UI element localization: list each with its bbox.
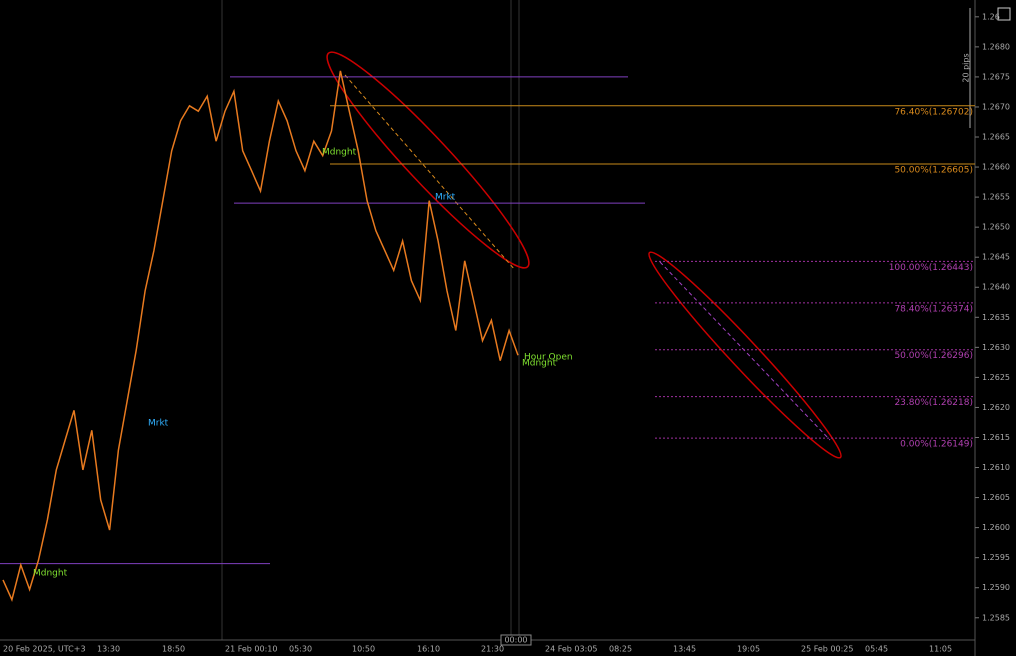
y-tick-label: 1.2660 xyxy=(982,163,1010,172)
x-tick-label: 11:05 xyxy=(929,645,952,654)
y-tick-label: 1.2610 xyxy=(982,463,1010,472)
y-tick-label: 1.2595 xyxy=(982,553,1010,562)
popout-icon[interactable] xyxy=(997,7,1011,21)
channel-ellipse xyxy=(326,51,530,269)
annotation: Mrkt xyxy=(435,193,456,203)
x-tick-label: 05:45 xyxy=(865,645,888,654)
x-tick-label: 21 Feb 00:10 xyxy=(225,645,277,654)
y-tick-label: 1.2650 xyxy=(982,223,1010,232)
y-tick-label: 1.2620 xyxy=(982,403,1010,412)
x-tick-label: 21:30 xyxy=(481,645,504,654)
trend-line xyxy=(344,74,516,271)
y-tick-label: 1.2665 xyxy=(982,133,1010,142)
x-tick-label: 25 Feb 00:25 xyxy=(801,645,853,654)
pips-label: 20 pips xyxy=(962,53,971,82)
fib-label: 23.80%(1.26218) xyxy=(894,398,973,408)
fib-label: 50.00%(1.26296) xyxy=(894,351,973,361)
y-tick-label: 1.2615 xyxy=(982,433,1010,442)
y-tick-label: 1.2655 xyxy=(982,193,1010,202)
y-tick-label: 1.2600 xyxy=(982,523,1010,532)
x-tick-label: 13:30 xyxy=(97,645,120,654)
y-tick-label: 1.2630 xyxy=(982,343,1010,352)
y-tick-label: 1.2640 xyxy=(982,283,1010,292)
x-tick-label: 16:10 xyxy=(417,645,440,654)
cursor-box xyxy=(500,634,532,646)
y-tick-label: 1.2590 xyxy=(982,583,1010,592)
y-tick-label: 1.2645 xyxy=(982,253,1010,262)
x-tick-label: 05:30 xyxy=(289,645,312,654)
channel-ellipse xyxy=(648,251,842,459)
fib-label: 0.00%(1.26149) xyxy=(900,440,973,450)
y-tick-label: 1.2585 xyxy=(982,613,1010,622)
x-tick-label: 19:05 xyxy=(737,645,760,654)
annotation: Mdnght xyxy=(522,359,557,369)
y-tick-label: 1.2680 xyxy=(982,42,1010,51)
x-tick-label: 24 Feb 03:05 xyxy=(545,645,597,654)
annotation: Mrkt xyxy=(148,419,169,429)
x-tick-label: 20 Feb 2025, UTC+3 xyxy=(3,645,86,654)
x-tick-label: 10:50 xyxy=(352,645,375,654)
fib-label: 100.00%(1.26443) xyxy=(889,263,973,273)
x-tick-label: 18:50 xyxy=(162,645,185,654)
y-tick-label: 1.26 xyxy=(982,12,1000,21)
annotation: Hour Open xyxy=(524,353,573,363)
y-tick-label: 1.2670 xyxy=(982,102,1010,111)
fib-label: 78.40%(1.26374) xyxy=(894,304,973,314)
x-tick-label: 13:45 xyxy=(673,645,696,654)
y-tick-label: 1.2625 xyxy=(982,373,1010,382)
x-tick-label: 08:25 xyxy=(609,645,632,654)
fib-label: 76.40%(1.26702) xyxy=(894,107,973,117)
annotation: Mdnght xyxy=(33,569,68,579)
y-tick-label: 1.2675 xyxy=(982,72,1010,81)
y-tick-label: 1.2635 xyxy=(982,313,1010,322)
fib-label: 50.00%(1.26605) xyxy=(894,166,973,176)
trend-line xyxy=(659,261,831,441)
cursor-time: 00:00 xyxy=(504,636,527,645)
annotation: Mdnght xyxy=(322,148,357,158)
y-tick-label: 1.2605 xyxy=(982,493,1010,502)
price-line xyxy=(2,70,519,602)
